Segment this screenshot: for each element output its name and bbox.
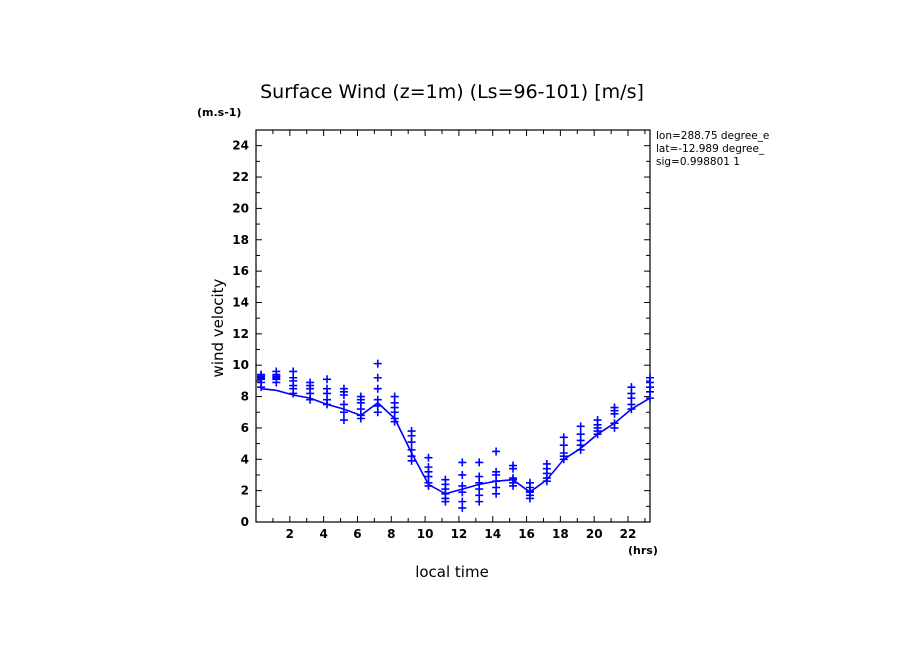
data-point (492, 447, 501, 456)
data-point (424, 453, 433, 462)
data-point (373, 373, 382, 382)
data-point (458, 503, 467, 512)
y-axis-label: wind velocity (209, 278, 227, 377)
y-tick-label: 20 (232, 201, 249, 215)
data-point (356, 414, 365, 423)
x-tick-label: 2 (286, 527, 294, 541)
data-point (492, 489, 501, 498)
y-tick-label: 0 (241, 515, 249, 529)
x-tick-label: 6 (353, 527, 361, 541)
data-point (593, 430, 602, 439)
x-tick-label: 20 (586, 527, 603, 541)
data-point (373, 359, 382, 368)
series-line (261, 387, 651, 495)
data-point (407, 456, 416, 465)
data-point (339, 390, 348, 399)
y-unit-label: (m.s-1) (197, 106, 241, 119)
plot-frame (255, 129, 651, 523)
data-point (272, 378, 281, 387)
data-point (323, 400, 332, 409)
data-point (424, 481, 433, 490)
data-point (627, 405, 636, 414)
data-point (257, 383, 266, 392)
y-tick-label: 22 (232, 170, 249, 184)
data-point (458, 458, 467, 467)
y-tick-label: 4 (241, 452, 249, 466)
data-series (257, 359, 654, 512)
x-tick-label: 12 (451, 527, 468, 541)
chart-title: Surface Wind (z=1m) (Ls=96-101) [m/s] (260, 81, 644, 103)
data-point (610, 409, 619, 418)
info-lat: lat=-12.989 degree_ (656, 143, 765, 155)
data-point (559, 433, 568, 442)
data-point (306, 395, 315, 404)
x-tick-label: 22 (620, 527, 637, 541)
data-point (525, 494, 534, 503)
data-point (458, 470, 467, 479)
x-tick-label: 10 (417, 527, 434, 541)
data-point (509, 464, 518, 473)
data-point (475, 458, 484, 467)
x-tick-label: 8 (387, 527, 395, 541)
data-point (559, 455, 568, 464)
data-point (646, 394, 654, 403)
data-point (475, 497, 484, 506)
data-point (339, 400, 348, 409)
info-lon: lon=288.75 degree_e (656, 130, 769, 142)
y-tick-label: 16 (232, 264, 249, 278)
y-tick-label: 24 (232, 139, 249, 153)
y-tick-label: 10 (232, 358, 249, 372)
data-point (373, 408, 382, 417)
x-tick-label: 16 (518, 527, 535, 541)
x-tick-label: 4 (319, 527, 327, 541)
data-point (559, 441, 568, 450)
y-tick-label: 8 (241, 390, 249, 404)
y-tick-label: 2 (241, 484, 249, 498)
data-point (289, 389, 298, 398)
y-tick-label: 18 (232, 233, 249, 247)
data-point (576, 422, 585, 431)
x-tick-label: 18 (552, 527, 569, 541)
data-point (458, 488, 467, 497)
data-point (390, 417, 399, 426)
x-tick-label: 14 (484, 527, 501, 541)
data-point (509, 481, 518, 490)
data-point (339, 408, 348, 417)
data-point (576, 445, 585, 454)
x-unit-label: (hrs) (628, 544, 658, 557)
data-point (407, 438, 416, 447)
data-point (339, 416, 348, 425)
data-point (610, 423, 619, 432)
y-tick-label: 12 (232, 327, 249, 341)
y-tick-label: 14 (232, 295, 249, 309)
data-point (323, 375, 332, 384)
data-point (373, 384, 382, 393)
y-tick-label: 6 (241, 421, 249, 435)
data-point (542, 477, 551, 486)
data-point (441, 497, 450, 506)
x-axis-label: local time (415, 563, 489, 581)
info-sig: sig=0.998801 1 (656, 156, 740, 168)
